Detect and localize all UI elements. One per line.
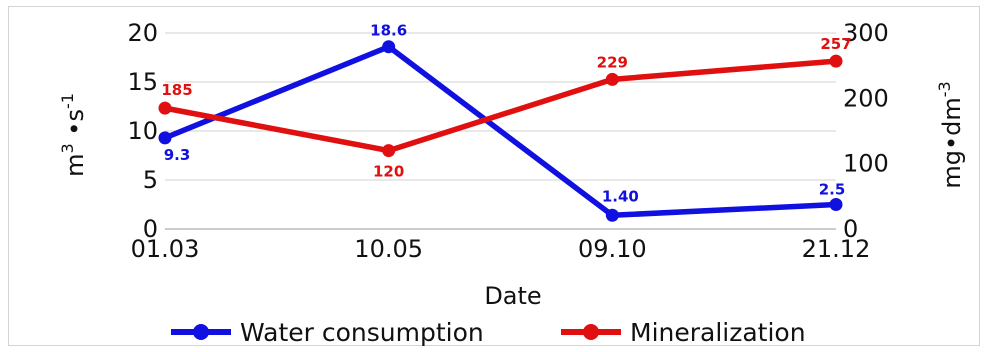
- right-tick-label: 300: [843, 19, 889, 47]
- x-tick-label: 01.03: [131, 235, 200, 263]
- left-axis-title: m3 •s-1: [58, 93, 89, 177]
- data-label: 229: [597, 53, 628, 71]
- left-tick-label: 15: [127, 68, 158, 96]
- data-label: 18.6: [370, 22, 407, 40]
- series-line: [163, 43, 837, 219]
- data-point: [829, 198, 843, 211]
- right-tick-label: 200: [843, 84, 889, 112]
- data-point: [382, 40, 396, 54]
- legend-label: Water consumption: [240, 318, 484, 347]
- left-tick-label: 20: [127, 19, 158, 47]
- legend-swatch-marker: [193, 324, 209, 340]
- data-point: [158, 131, 172, 145]
- data-point: [605, 72, 619, 86]
- data-label: 2.5: [819, 181, 846, 199]
- x-axis-ticks: 01.03 10.05 09.10 21.12: [131, 235, 871, 263]
- data-point: [829, 54, 843, 68]
- left-tick-label: 5: [143, 166, 158, 194]
- left-axis-ticks: 0 5 10 15 20: [127, 19, 158, 243]
- data-label-layer: 9.3 18.6 1.40 2.5 185 120 229 257: [161, 22, 851, 206]
- chart-svg: 0 5 10 15 20 0 100 200 300 01.03 10.05 09.10 21.12…: [58, 19, 966, 347]
- right-tick-label: 0: [843, 215, 858, 243]
- data-label: 185: [161, 81, 192, 99]
- legend-entry-water-consumption: Water consumption: [171, 318, 484, 347]
- x-tick-label: 10.05: [354, 235, 423, 263]
- series-line: [164, 58, 837, 154]
- x-axis-title: Date: [484, 282, 541, 310]
- data-label: 1.40: [602, 187, 639, 205]
- x-tick-label: 09.10: [578, 235, 647, 263]
- chart-frame: 0 5 10 15 20 0 100 200 300 01.03 10.05 09.10 21.12…: [8, 6, 980, 347]
- right-axis-ticks: 0 100 200 300: [843, 19, 889, 243]
- series-layer: [158, 40, 843, 222]
- legend-label: Mineralization: [630, 318, 806, 347]
- left-tick-label: 0: [143, 215, 158, 243]
- left-tick-label: 10: [127, 117, 158, 145]
- right-tick-label: 100: [843, 150, 889, 178]
- data-point: [158, 101, 172, 115]
- data-label: 120: [373, 163, 404, 181]
- data-point: [605, 208, 619, 222]
- data-label: 257: [820, 35, 851, 53]
- x-tick-label: 21.12: [802, 235, 871, 263]
- legend-entry-mineralization: Mineralization: [561, 318, 806, 347]
- data-point: [382, 144, 396, 158]
- legend-swatch-marker: [583, 324, 599, 340]
- data-label: 9.3: [164, 146, 191, 164]
- right-axis-title: mg•dm-3: [935, 81, 966, 188]
- legend: Water consumption Mineralization: [171, 318, 806, 347]
